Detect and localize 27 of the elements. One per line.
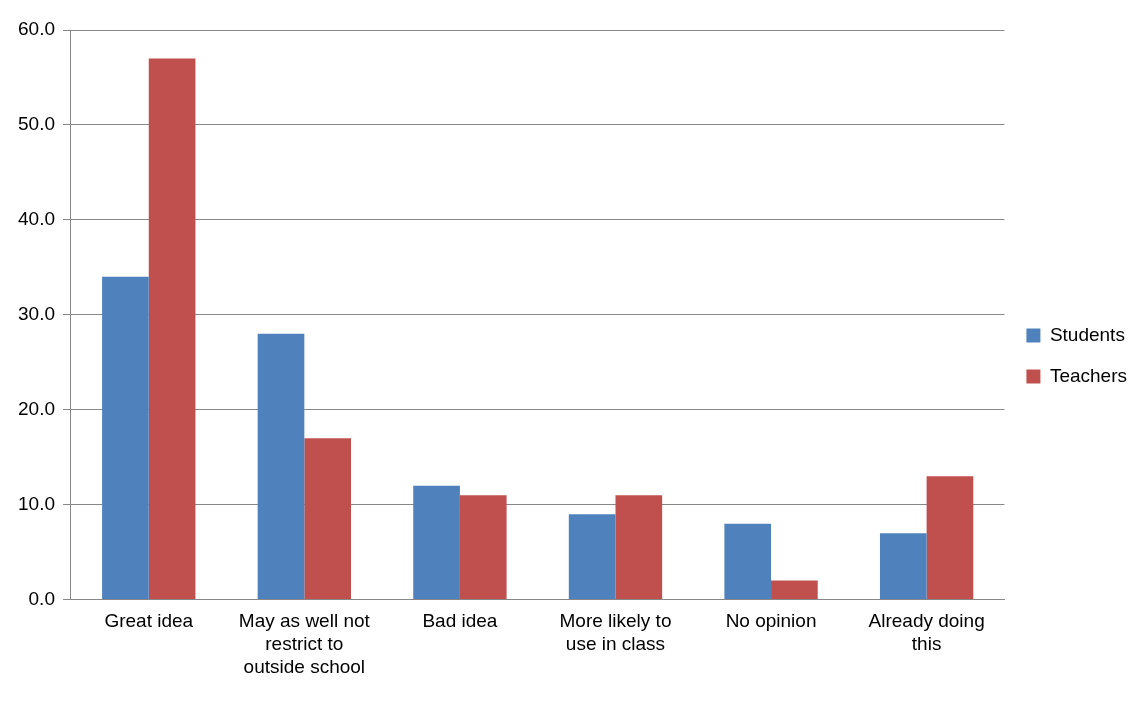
y-tick-label: 10.0: [18, 492, 55, 514]
bar: [257, 333, 305, 600]
bar: [724, 523, 772, 600]
y-tick-label: 50.0: [18, 113, 55, 135]
x-tick-label: Bad idea: [422, 610, 498, 632]
bar: [879, 533, 927, 600]
y-tick-label: 30.0: [18, 303, 55, 325]
bar: [926, 476, 974, 600]
bar: [102, 276, 149, 600]
x-tick-label: May as well not restrict to outside school: [238, 610, 371, 677]
y-tick-label: 0.0: [28, 587, 55, 609]
bar: [304, 438, 352, 600]
bar: [771, 580, 818, 600]
y-tick-label: 60.0: [18, 18, 55, 40]
y-tick-label: 40.0: [18, 208, 55, 230]
y-tick-label: 20.0: [18, 397, 55, 419]
x-tick-label: Already doing this: [868, 610, 985, 655]
bar: [459, 495, 507, 600]
bar: [615, 495, 663, 600]
x-tick-label: More likely to use in class: [559, 610, 672, 655]
x-tick-label: Great idea: [104, 610, 194, 632]
x-tick-label: No opinion: [725, 610, 817, 632]
bar: [148, 58, 196, 600]
legend-label: Teachers: [1049, 364, 1128, 386]
legend-label: Students: [1049, 323, 1125, 345]
bar: [413, 485, 460, 600]
bar: [568, 514, 616, 600]
